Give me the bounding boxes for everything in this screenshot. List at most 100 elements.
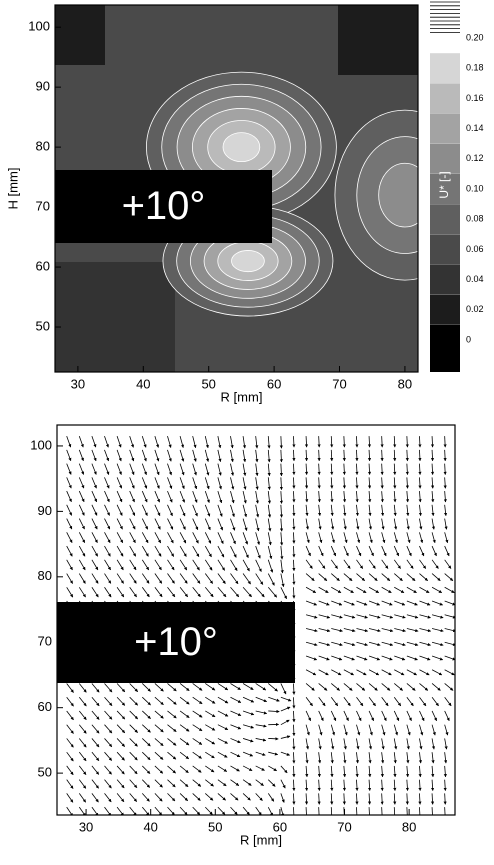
vector-arrow xyxy=(129,449,135,462)
vector-arrow xyxy=(406,710,412,722)
vector-arrow xyxy=(242,765,253,772)
vector-arrow xyxy=(380,504,385,517)
vector-arrow xyxy=(104,710,113,720)
vector-arrow xyxy=(230,751,241,758)
vector-arrow xyxy=(104,477,110,489)
vector-arrow xyxy=(305,738,310,750)
vector-arrow xyxy=(280,559,284,574)
vector-arrow xyxy=(129,765,138,775)
vector-arrow xyxy=(305,710,311,722)
vector-arrow xyxy=(217,683,229,691)
vector-arrow xyxy=(318,696,326,707)
vector-arrow xyxy=(78,738,87,748)
vector-arrow xyxy=(280,683,287,695)
x-tick-label: 40 xyxy=(136,376,150,391)
vector-arrow xyxy=(405,463,409,475)
vector-arrow xyxy=(406,696,414,707)
vector-arrow xyxy=(443,779,447,792)
vector-arrow xyxy=(393,532,398,544)
vector-arrow xyxy=(230,587,240,598)
vector-arrow xyxy=(444,573,454,581)
vector-arrow xyxy=(167,490,173,503)
vector-arrow xyxy=(292,532,296,544)
vector-arrow xyxy=(242,518,248,532)
vector-arrow xyxy=(330,724,336,736)
vector-arrow xyxy=(242,559,250,572)
y-tick-label: 70 xyxy=(38,634,52,649)
vector-arrow xyxy=(343,641,356,647)
vector-arrow xyxy=(330,793,334,805)
vector-arrow xyxy=(129,710,138,720)
colorbar-tick-label: 0.08 xyxy=(466,214,484,224)
vector-arrow xyxy=(142,696,151,706)
contour-level xyxy=(231,250,265,273)
colorbar-block xyxy=(430,113,460,144)
contour-level xyxy=(378,162,418,228)
vector-arrow xyxy=(255,449,259,463)
vector-arrow xyxy=(66,435,72,448)
vector-arrow xyxy=(167,751,177,760)
vector-arrow xyxy=(141,436,147,448)
vector-arrow xyxy=(129,696,138,706)
vector-arrow xyxy=(154,504,161,517)
vector-arrow xyxy=(318,586,329,594)
vector-arrow xyxy=(367,463,372,475)
vector-arrow xyxy=(444,532,449,544)
vector-arrow xyxy=(356,573,365,581)
vector-arrow xyxy=(342,491,347,503)
vector-arrow xyxy=(356,518,360,530)
colorbar-tick-label: 0.06 xyxy=(466,244,484,254)
vector-arrow xyxy=(66,696,74,707)
vector-arrow xyxy=(91,532,98,544)
vector-arrow xyxy=(292,559,296,572)
vector-arrow xyxy=(381,573,391,581)
vector-arrow xyxy=(342,449,346,462)
vector-arrow xyxy=(330,710,337,722)
vector-arrow xyxy=(91,449,97,462)
x-axis-label: R [mm] xyxy=(221,389,263,404)
vector-arrow xyxy=(141,449,147,462)
vector-arrow xyxy=(418,477,422,489)
vector-arrow xyxy=(292,724,296,737)
vector-arrow xyxy=(318,752,322,764)
vector-arrow xyxy=(380,779,384,792)
vector-arrow xyxy=(66,559,73,571)
vector-arrow xyxy=(78,504,85,516)
vector-arrow xyxy=(255,779,264,786)
vector-arrow xyxy=(129,559,137,571)
vector-arrow xyxy=(355,449,359,462)
vector-arrow xyxy=(431,504,435,517)
vector-arrow xyxy=(430,477,435,489)
vector-arrow xyxy=(104,738,113,748)
vector-arrow xyxy=(242,724,255,729)
vector-arrow xyxy=(116,779,125,789)
vector-arrow xyxy=(342,793,346,805)
vector-arrow xyxy=(66,751,74,762)
vector-arrow xyxy=(292,463,296,475)
vector-arrow xyxy=(167,504,173,517)
vector-arrow xyxy=(230,490,235,504)
vector-arrow xyxy=(179,518,186,530)
vector-arrow xyxy=(443,449,447,462)
vector-arrow xyxy=(192,573,201,584)
vector-arrow xyxy=(368,586,380,594)
vector-arrow xyxy=(330,477,334,489)
vector-arrow xyxy=(331,641,343,647)
vector-arrow xyxy=(104,683,113,693)
vector-arrow xyxy=(406,559,414,569)
vector-arrow xyxy=(405,477,409,489)
vector-arrow xyxy=(444,724,449,736)
vector-arrow xyxy=(192,559,200,571)
vector-arrow xyxy=(279,491,284,504)
vector-arrow xyxy=(330,491,334,503)
vector-arrow xyxy=(406,545,412,557)
vector-arrow xyxy=(330,559,338,569)
vector-arrow xyxy=(230,477,235,490)
vector-arrow xyxy=(116,504,123,516)
vector-arrow xyxy=(419,683,429,691)
vector-arrow xyxy=(66,449,72,462)
vector-arrow xyxy=(242,491,247,504)
vector-arrow xyxy=(444,807,446,815)
vector-arrow xyxy=(419,641,431,647)
vector-arrow xyxy=(154,806,163,815)
